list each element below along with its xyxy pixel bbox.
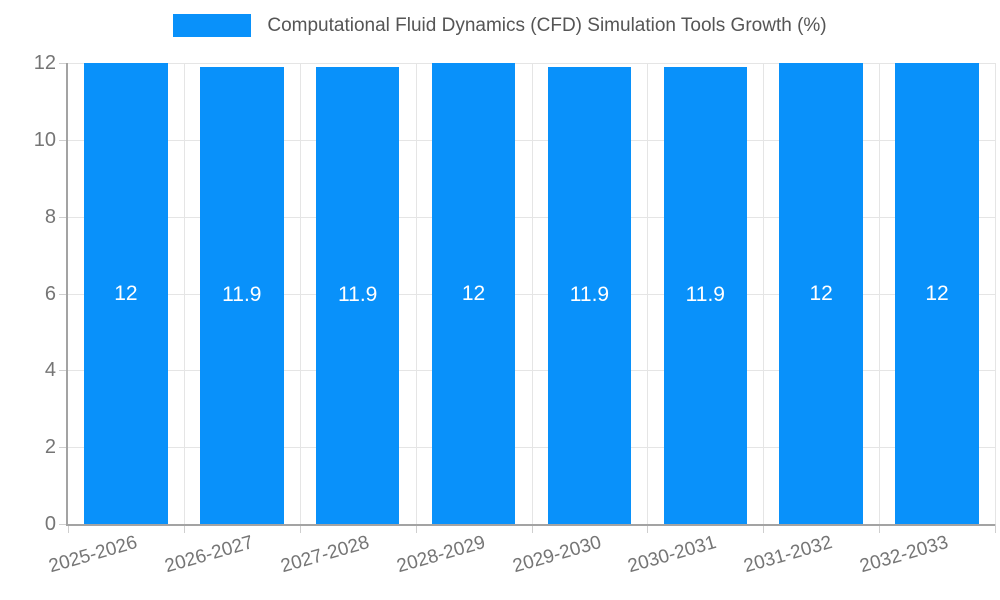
y-axis-label: 12 (33, 52, 56, 74)
bar-value-label: 12 (114, 281, 138, 305)
bar-value-label: 11.9 (569, 283, 610, 307)
y-axis-tick (59, 63, 68, 64)
bar-value-label: 11.9 (685, 283, 725, 307)
y-axis-tick (59, 524, 68, 525)
x-axis-tick (415, 524, 417, 533)
bar-value-label: 12 (809, 281, 833, 305)
bar[interactable] (895, 63, 979, 524)
x-axis-label: 2030-2031 (625, 532, 720, 578)
x-axis-tick (531, 524, 533, 533)
gridline-vertical (647, 63, 649, 524)
gridline-vertical (995, 63, 996, 524)
bar[interactable] (200, 66, 284, 524)
legend-label: Computational Fluid Dynamics (CFD) Simul… (267, 14, 827, 36)
x-axis-tick (299, 524, 301, 533)
y-axis-tick (59, 370, 68, 372)
y-axis-label: 10 (33, 128, 56, 151)
x-axis-label: 2025-2026 (46, 532, 140, 578)
bar[interactable] (547, 66, 632, 524)
y-axis-line (66, 63, 68, 526)
x-axis-label: 2027-2028 (278, 532, 372, 578)
x-axis-tick (995, 524, 996, 533)
bar-value-label: 12 (461, 281, 486, 305)
x-axis-label: 2032-2033 (857, 532, 951, 578)
y-axis-label: 2 (44, 436, 56, 459)
x-axis-tick (68, 524, 69, 533)
y-axis-tick (59, 447, 68, 449)
bar[interactable] (779, 63, 863, 524)
y-axis-label: 0 (44, 513, 56, 535)
gridline-vertical (415, 63, 417, 524)
bar-value-label: 11.9 (222, 283, 262, 307)
y-axis-tick (59, 293, 68, 295)
y-axis-tick (59, 216, 68, 218)
legend-item[interactable]: Computational Fluid Dynamics (CFD) Simul… (173, 14, 827, 37)
x-axis-tick (879, 524, 881, 533)
x-axis-label: 2028-2029 (394, 532, 488, 578)
bar-value-label: 11.9 (338, 283, 378, 307)
bar[interactable] (84, 63, 168, 524)
x-axis-label: 2029-2030 (510, 532, 604, 578)
y-axis-tick (59, 139, 68, 141)
x-axis-tick (183, 524, 185, 533)
bar[interactable] (431, 63, 516, 524)
y-axis-label: 6 (44, 282, 56, 305)
gridline-vertical (183, 63, 185, 524)
y-axis-label: 8 (44, 205, 56, 228)
x-axis-label: 2031-2032 (741, 532, 835, 578)
x-axis-tick (763, 524, 765, 533)
bar[interactable] (663, 66, 748, 524)
y-axis-label: 4 (44, 359, 56, 382)
x-axis-tick (647, 524, 649, 533)
x-axis-line (66, 524, 995, 526)
gridline-vertical (763, 63, 765, 524)
legend-swatch-icon (173, 14, 252, 37)
gridline-vertical (531, 63, 533, 524)
gridline-vertical (299, 63, 301, 524)
gridline-vertical (879, 63, 881, 524)
bar-value-label: 12 (925, 281, 949, 305)
bar[interactable] (315, 66, 400, 524)
chart-legend: Computational Fluid Dynamics (CFD) Simul… (0, 14, 1000, 37)
x-axis-label: 2026-2027 (162, 532, 256, 578)
